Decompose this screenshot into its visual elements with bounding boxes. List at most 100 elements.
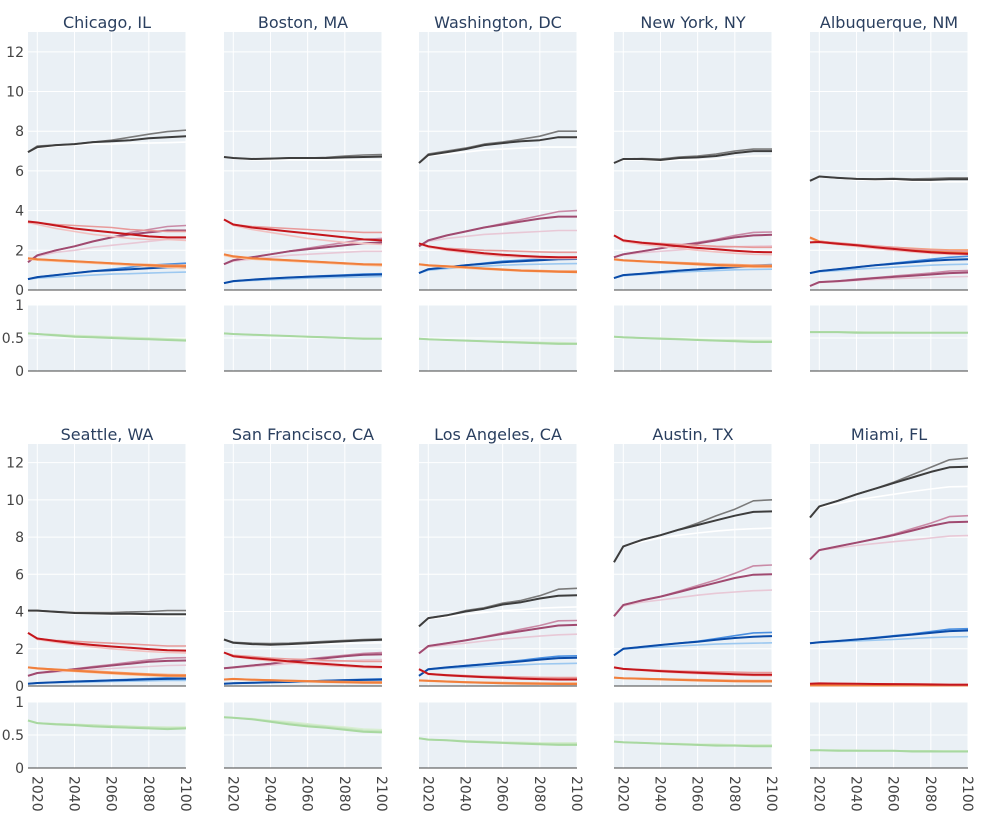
panel-title: Chicago, IL — [63, 13, 151, 32]
city-panel: Seattle, WA 0 2 4 6 8 10 12 0 0.5 1 2020 2040 2060 208… — [2, 425, 193, 812]
red-mid-series-line — [27, 632, 187, 652]
x-tick-label: 2060 — [689, 776, 705, 812]
green-mid-series-line — [810, 749, 968, 753]
x-tick-label: 2060 — [103, 776, 119, 812]
y-tick-label: 1 — [15, 695, 24, 711]
city-panel: Miami, FL 2020 2040 2060 2080 2100 — [809, 425, 975, 812]
orange-mid-series-line — [27, 666, 187, 677]
blue-low-series-line — [27, 271, 187, 280]
city-panel: Boston, MA — [223, 13, 383, 372]
panel-title: Austin, TX — [652, 425, 733, 444]
gray-low-series-line — [418, 606, 578, 628]
main-plot-area — [810, 444, 968, 686]
panel-title: Boston, MA — [258, 13, 348, 32]
panel-title: New York, NY — [640, 13, 745, 32]
green-mid-series-line — [613, 335, 772, 343]
gray-mid-series-line — [613, 510, 773, 563]
green-mid-series-line — [27, 719, 187, 731]
y-tick-label: 0 — [15, 364, 24, 380]
gray-mid-series-line — [223, 155, 383, 160]
x-tick-label: 2040 — [651, 776, 667, 812]
main-plot-area — [419, 32, 577, 290]
x-tick-label: 2040 — [65, 776, 81, 812]
blue-mid-series-line — [27, 266, 186, 281]
pink-mid-series-line — [809, 520, 969, 561]
gray-low-series-line — [418, 146, 577, 164]
y-tick-label: 10 — [6, 493, 24, 509]
main-plot-area — [614, 444, 772, 686]
pink-mid-series-line — [27, 659, 187, 677]
y-tick-label: 0.5 — [2, 331, 24, 347]
red-low-series-line — [27, 221, 187, 242]
x-tick-label: 2080 — [726, 776, 742, 812]
pink-low-series-line — [27, 237, 187, 263]
green-mid-series-line — [613, 740, 772, 748]
city-panel: Chicago, IL 0 2 4 6 8 10 12 0 0.5 1 — [2, 13, 187, 380]
x-tick-label: 2080 — [922, 776, 938, 812]
y-tick-label: 0 — [15, 679, 24, 695]
y-tick-label: 6 — [15, 567, 24, 583]
x-tick-label: 2100 — [568, 776, 584, 812]
orange-mid-series-line — [613, 258, 772, 268]
x-tick-label: 2020 — [419, 776, 435, 812]
x-tick-label: 2060 — [885, 776, 901, 812]
y-tick-label: 0.5 — [2, 728, 24, 744]
pink-mid-series-line — [809, 271, 969, 287]
x-tick-label: 2040 — [261, 776, 277, 812]
pink-mid-series-line — [418, 623, 578, 655]
blue-mid-series-line — [809, 258, 969, 275]
gray-mid-series-line — [613, 150, 772, 164]
city-panel: Los Angeles, CA 2020 2040 2060 2080 2100 — [418, 425, 584, 812]
red-mid-series-line — [418, 668, 577, 681]
panel-title: Los Angeles, CA — [434, 425, 562, 444]
x-tick-label: 2100 — [763, 776, 779, 812]
y-tick-label: 10 — [6, 85, 24, 101]
red-high-series-line — [223, 651, 382, 663]
gray-mid-series-line — [809, 465, 969, 519]
gray-mid-series-line — [418, 594, 578, 628]
pink-low-series-line — [613, 589, 773, 617]
gray-mid-series-line — [809, 175, 968, 182]
x-tick-label: 2020 — [614, 776, 630, 812]
y-tick-label: 8 — [15, 124, 24, 140]
main-plot-area — [419, 444, 577, 686]
red-mid-series-line — [809, 682, 968, 686]
x-tick-label: 2040 — [456, 776, 472, 812]
x-tick-label: 2020 — [224, 776, 240, 812]
red-low-series-line — [223, 218, 383, 246]
red-low-series-line — [27, 632, 187, 654]
x-tick-label: 2060 — [299, 776, 315, 812]
red-mid-series-line — [223, 651, 383, 668]
main-plot-area — [224, 444, 382, 686]
pink-low-series-line — [418, 229, 577, 248]
orange-mid-series-line — [418, 263, 578, 274]
blue-mid-series-line — [27, 677, 187, 685]
x-tick-label: 2040 — [847, 776, 863, 812]
orange-mid-series-line — [418, 679, 577, 685]
red-mid-series-line — [27, 220, 186, 239]
y-tick-label: 4 — [15, 204, 24, 220]
orange-mid-series-line — [613, 676, 772, 683]
blue-low-series-line — [418, 262, 578, 274]
red-mid-series-line — [418, 242, 577, 259]
pink-low-series-line — [418, 633, 578, 655]
city-panel: New York, NY — [613, 13, 773, 372]
orange-mid-series-line — [223, 677, 382, 684]
y-tick-label: 2 — [15, 243, 24, 259]
y-tick-label: 8 — [15, 530, 24, 546]
pink-mid-series-line — [223, 653, 383, 670]
x-tick-label: 2020 — [28, 776, 44, 812]
x-tick-label: 2100 — [373, 776, 389, 812]
red-mid-series-line — [809, 241, 969, 255]
city-panel: Washington, DC — [418, 13, 578, 372]
x-tick-label: 2060 — [494, 776, 510, 812]
city-panel: Austin, TX 2020 2040 2060 2080 2100 — [613, 425, 779, 812]
blue-mid-series-line — [223, 273, 383, 285]
blue-mid-series-line — [613, 635, 773, 657]
red-mid-series-line — [613, 666, 772, 676]
y-tick-label: 0 — [15, 283, 24, 299]
y-tick-label: 12 — [6, 456, 24, 472]
green-mid-series-line — [810, 331, 968, 334]
panel-title: San Francisco, CA — [232, 425, 374, 444]
